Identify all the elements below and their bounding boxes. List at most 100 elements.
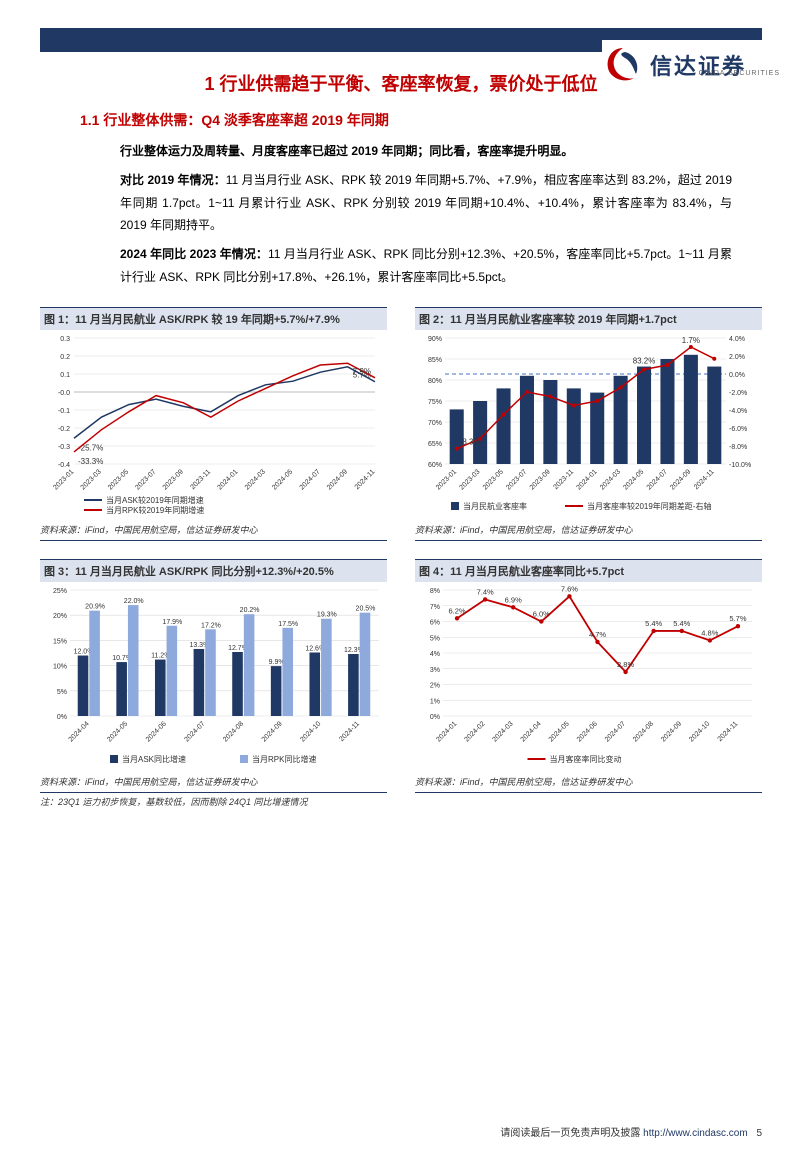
svg-text:5%: 5% bbox=[430, 635, 440, 642]
svg-text:85%: 85% bbox=[428, 357, 442, 364]
svg-text:当月ASK较2019年同期增速: 当月ASK较2019年同期增速 bbox=[106, 495, 204, 505]
svg-text:20%: 20% bbox=[53, 613, 67, 620]
p2-label: 2024 年同比 2023 年情况： bbox=[120, 247, 268, 261]
svg-text:2024-02: 2024-02 bbox=[463, 720, 486, 743]
svg-text:4.8%: 4.8% bbox=[701, 628, 718, 637]
svg-text:2.8%: 2.8% bbox=[617, 660, 634, 669]
svg-text:2024-01: 2024-01 bbox=[575, 468, 598, 491]
chart-3-note: 注：23Q1 运力初步恢复，基数较低，因而剔除 24Q1 同比增速情况 bbox=[40, 795, 387, 808]
svg-text:2023-05: 2023-05 bbox=[107, 468, 130, 491]
svg-text:-6.0%: -6.0% bbox=[729, 426, 747, 433]
svg-text:2024-11: 2024-11 bbox=[717, 720, 740, 743]
svg-text:3%: 3% bbox=[430, 667, 440, 674]
svg-text:2024-03: 2024-03 bbox=[599, 468, 622, 491]
svg-text:20.9%: 20.9% bbox=[85, 603, 105, 610]
svg-text:2024-07: 2024-07 bbox=[604, 720, 627, 743]
svg-text:2024-09: 2024-09 bbox=[326, 468, 349, 491]
svg-text:2024-07: 2024-07 bbox=[646, 468, 669, 491]
svg-text:当月ASK同比增速: 当月ASK同比增速 bbox=[122, 754, 186, 764]
chart-2-card: 图 2：11 月当月民航业客座率较 2019 年同期+1.7pct 60% 65%… bbox=[415, 307, 762, 541]
page-footer: 请阅读最后一页免责声明及披露 http://www.cindasc.com 5 bbox=[500, 1124, 762, 1139]
svg-text:2024-04: 2024-04 bbox=[520, 720, 543, 743]
svg-text:7.9%: 7.9% bbox=[353, 367, 371, 376]
svg-text:6.9%: 6.9% bbox=[505, 595, 522, 604]
svg-text:-8.0%: -8.0% bbox=[729, 444, 747, 451]
svg-text:2024-09: 2024-09 bbox=[660, 720, 683, 743]
chart-1: -0.4-0.3-0.2-0.1-0.00.10.20.32023-012023… bbox=[40, 330, 387, 520]
svg-text:当月民航业客座率: 当月民航业客座率 bbox=[463, 501, 527, 511]
svg-text:9.9%: 9.9% bbox=[269, 659, 285, 666]
svg-text:20.2%: 20.2% bbox=[240, 607, 260, 614]
chart-1-source: 资料来源：iFind，中国民用航空局，信达证券研发中心 bbox=[40, 523, 387, 541]
svg-text:-0.4: -0.4 bbox=[58, 462, 70, 469]
svg-text:0.0%: 0.0% bbox=[729, 372, 745, 379]
svg-text:2023-11: 2023-11 bbox=[552, 468, 575, 491]
chart-2-title: 图 2：11 月当月民航业客座率较 2019 年同期+1.7pct bbox=[415, 307, 762, 330]
svg-text:5.4%: 5.4% bbox=[673, 619, 690, 628]
svg-text:80%: 80% bbox=[428, 378, 442, 385]
svg-text:-25.7%: -25.7% bbox=[78, 443, 103, 452]
svg-text:-8.3%: -8.3% bbox=[460, 437, 481, 446]
svg-text:15%: 15% bbox=[53, 638, 67, 645]
svg-text:75%: 75% bbox=[428, 399, 442, 406]
svg-text:2024-05: 2024-05 bbox=[622, 468, 645, 491]
svg-text:-33.3%: -33.3% bbox=[78, 457, 103, 466]
chart-3-card: 图 3：11 月当月民航业 ASK/RPK 同比分别+12.3%/+20.5% … bbox=[40, 559, 387, 808]
svg-text:-10.0%: -10.0% bbox=[729, 462, 751, 469]
svg-text:2024-09: 2024-09 bbox=[669, 468, 692, 491]
chart-2-source: 资料来源：iFind，中国民用航空局，信达证券研发中心 bbox=[415, 523, 762, 541]
svg-text:0.1: 0.1 bbox=[60, 372, 70, 379]
logo-subtitle: CINDA SECURITIES bbox=[699, 70, 780, 77]
svg-text:2024-06: 2024-06 bbox=[145, 720, 168, 743]
svg-text:0%: 0% bbox=[57, 714, 67, 721]
svg-text:17.5%: 17.5% bbox=[278, 621, 298, 628]
svg-text:5%: 5% bbox=[57, 689, 67, 696]
svg-text:22.0%: 22.0% bbox=[124, 598, 144, 605]
svg-text:2024-05: 2024-05 bbox=[271, 468, 294, 491]
svg-text:2%: 2% bbox=[430, 682, 440, 689]
svg-text:当月RPK同比增速: 当月RPK同比增速 bbox=[252, 754, 316, 764]
chart-2: 60%65%70%75%80%85%90%-10.0%-8.0%-6.0%-4.… bbox=[415, 330, 762, 520]
svg-text:7.6%: 7.6% bbox=[561, 584, 578, 593]
svg-text:-0.1: -0.1 bbox=[58, 408, 70, 415]
paragraph-1: 对比 2019 年情况：11 月当月行业 ASK、RPK 较 2019 年同期+… bbox=[120, 169, 732, 237]
svg-text:2023-03: 2023-03 bbox=[80, 468, 103, 491]
footer-disclaimer: 请阅读最后一页免责声明及披露 bbox=[500, 1128, 640, 1139]
svg-text:65%: 65% bbox=[428, 441, 442, 448]
svg-text:5.7%: 5.7% bbox=[729, 614, 746, 623]
p1-label: 对比 2019 年情况： bbox=[120, 173, 226, 187]
svg-text:2024-01: 2024-01 bbox=[216, 468, 239, 491]
chart-3-source: 资料来源：iFind，中国民用航空局，信达证券研发中心 bbox=[40, 775, 387, 793]
svg-text:2024-06: 2024-06 bbox=[576, 720, 599, 743]
svg-text:2024-01: 2024-01 bbox=[435, 720, 458, 743]
svg-text:60%: 60% bbox=[428, 462, 442, 469]
svg-text:2024-10: 2024-10 bbox=[299, 720, 322, 743]
svg-text:当月客座率较2019年同期差距-右轴: 当月客座率较2019年同期差距-右轴 bbox=[587, 501, 711, 511]
svg-text:2023-03: 2023-03 bbox=[458, 468, 481, 491]
chart-4: 0%1%2%3%4%5%6%7%8%6.2%7.4%6.9%6.0%7.6%4.… bbox=[415, 582, 762, 772]
svg-text:2024-08: 2024-08 bbox=[632, 720, 655, 743]
svg-text:2024-08: 2024-08 bbox=[222, 720, 245, 743]
svg-text:0%: 0% bbox=[430, 714, 440, 721]
svg-text:2024-10: 2024-10 bbox=[688, 720, 711, 743]
svg-text:4.0%: 4.0% bbox=[729, 336, 745, 343]
svg-text:2024-03: 2024-03 bbox=[244, 468, 267, 491]
svg-text:2024-03: 2024-03 bbox=[492, 720, 515, 743]
svg-text:90%: 90% bbox=[428, 336, 442, 343]
chart-3-title: 图 3：11 月当月民航业 ASK/RPK 同比分别+12.3%/+20.5% bbox=[40, 559, 387, 582]
svg-text:当月客座率同比变动: 当月客座率同比变动 bbox=[550, 754, 622, 764]
lead-paragraph: 行业整体运力及周转量、月度客座率已超过 2019 年同期；同比看，客座率提升明显… bbox=[120, 140, 732, 163]
svg-text:2024-04: 2024-04 bbox=[68, 720, 91, 743]
svg-text:2024-05: 2024-05 bbox=[548, 720, 571, 743]
svg-text:2023-09: 2023-09 bbox=[529, 468, 552, 491]
chart-4-card: 图 4：11 月当月民航业客座率同比+5.7pct 0%1%2%3%4%5%6%… bbox=[415, 559, 762, 808]
svg-text:2024-07: 2024-07 bbox=[299, 468, 322, 491]
paragraph-2: 2024 年同比 2023 年情况：11 月当月行业 ASK、RPK 同比分别+… bbox=[120, 243, 732, 289]
svg-text:70%: 70% bbox=[428, 420, 442, 427]
svg-text:2023-01: 2023-01 bbox=[52, 468, 75, 491]
svg-text:6%: 6% bbox=[430, 619, 440, 626]
svg-text:0.3: 0.3 bbox=[60, 336, 70, 343]
svg-text:8%: 8% bbox=[430, 588, 440, 595]
svg-text:6.0%: 6.0% bbox=[533, 609, 550, 618]
svg-text:17.2%: 17.2% bbox=[201, 622, 221, 629]
